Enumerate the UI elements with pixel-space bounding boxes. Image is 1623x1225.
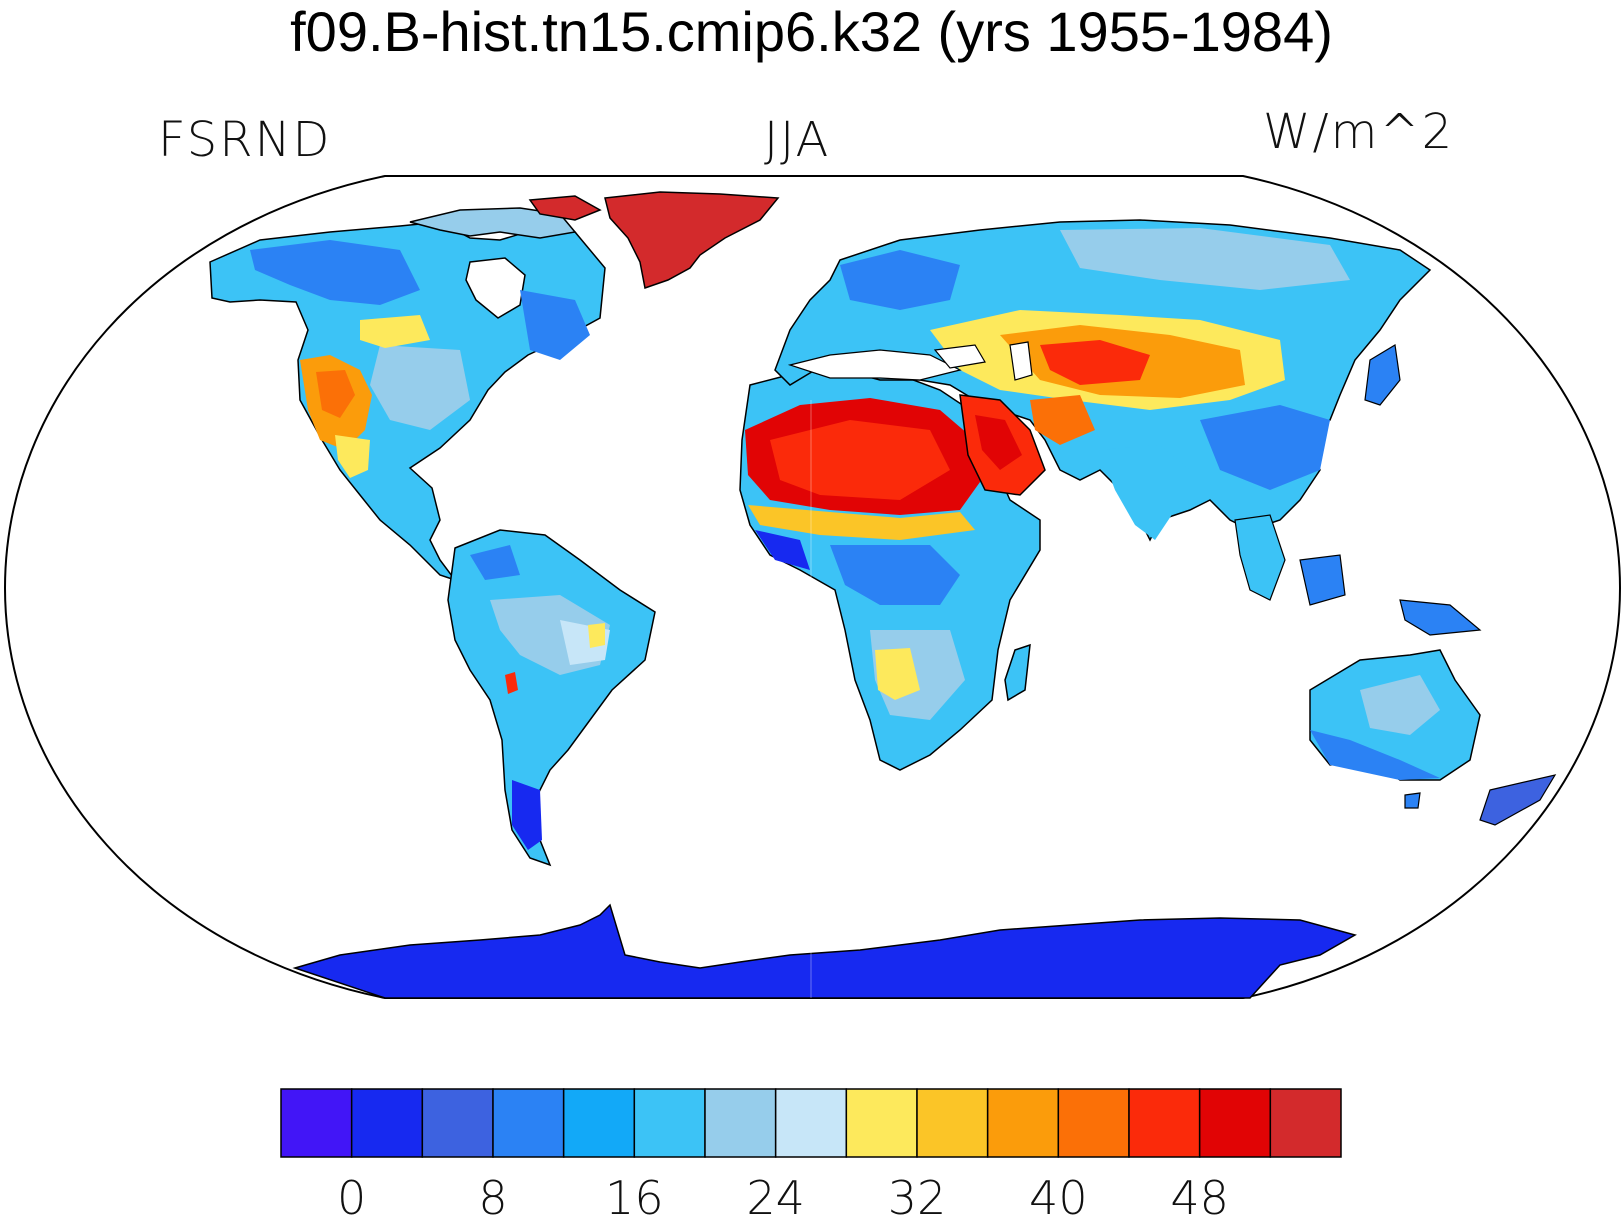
colorbar — [280, 1088, 1342, 1158]
colorbar-swatch — [1128, 1088, 1201, 1158]
mexico-yellow — [335, 435, 370, 478]
season-label: JJA — [764, 112, 831, 168]
arctic-islands — [409, 207, 577, 239]
colorbar-swatch — [421, 1088, 494, 1158]
colorbar-tick-label: 16 — [605, 1171, 664, 1225]
india — [1100, 445, 1190, 540]
andes-red — [505, 672, 518, 694]
colorbar-tick-label: 0 — [337, 1171, 367, 1225]
sahara-core — [770, 420, 950, 500]
black-sea — [933, 344, 986, 369]
colorbar-tick-label: 24 — [746, 1171, 805, 1225]
colorbar-tick-label: 8 — [478, 1171, 508, 1225]
colorbar-swatch — [774, 1088, 848, 1158]
china-blue — [1200, 405, 1330, 490]
us-southwest-core — [316, 370, 355, 418]
colorbar-tick-label: 40 — [1029, 1171, 1088, 1225]
west-africa-blue — [755, 530, 810, 570]
colorbar-swatch — [1269, 1088, 1342, 1158]
iran-orange — [1030, 395, 1095, 445]
colorbar-swatch — [986, 1088, 1060, 1158]
units-label: W/m^2 — [1263, 104, 1455, 160]
colorbar-swatch — [280, 1088, 353, 1158]
colorbar-swatch — [845, 1088, 918, 1158]
madagascar — [1004, 643, 1031, 702]
colorbar-swatch — [562, 1088, 636, 1158]
central-asia-hot — [1040, 340, 1150, 385]
arctic-hot — [528, 195, 602, 221]
arabia-core — [975, 415, 1022, 470]
tasmania — [1404, 792, 1421, 809]
variable-label: FSRND — [158, 112, 332, 168]
na-east-blue — [520, 290, 590, 360]
sa-blue-north — [470, 545, 520, 580]
antarctica — [292, 903, 1357, 999]
map-title: f09.B-hist.tn15.cmip6.k32 (yrs 1955-1984… — [290, 0, 1333, 63]
na-blue-north — [250, 240, 420, 305]
colorbar-swatch — [1198, 1088, 1272, 1158]
colorbar-tick-label: 32 — [887, 1171, 947, 1225]
na-yellow-north — [360, 315, 430, 348]
colorbar-swatch — [704, 1088, 777, 1158]
world-map — [3, 175, 1622, 999]
australia-light — [1360, 675, 1440, 735]
sahel-band — [748, 505, 975, 540]
colorbar-swatch — [1057, 1088, 1130, 1158]
colorbar-swatch — [350, 1088, 424, 1158]
borneo — [1299, 554, 1346, 606]
se-asia — [1234, 514, 1286, 601]
caspian — [1009, 341, 1033, 381]
colorbar-tick-label: 48 — [1170, 1171, 1229, 1225]
southern-africa — [875, 648, 920, 700]
colorbar-swatch — [916, 1088, 989, 1158]
new-zealand — [1479, 774, 1557, 826]
colorbar-swatch — [633, 1088, 706, 1158]
japan — [1364, 344, 1401, 406]
colorbar-swatch — [492, 1088, 565, 1158]
na-plains-light — [370, 345, 470, 430]
australia-south-blue — [1310, 730, 1440, 780]
patagonia-blue — [512, 780, 542, 850]
hudson-bay — [465, 257, 526, 319]
europe-blue — [840, 250, 960, 310]
greenland — [604, 191, 780, 289]
siberia-light — [1060, 228, 1350, 290]
mediterranean — [787, 349, 962, 381]
new-guinea — [1399, 599, 1482, 636]
brazil-yellow — [588, 623, 605, 648]
central-africa-blue — [830, 545, 960, 605]
